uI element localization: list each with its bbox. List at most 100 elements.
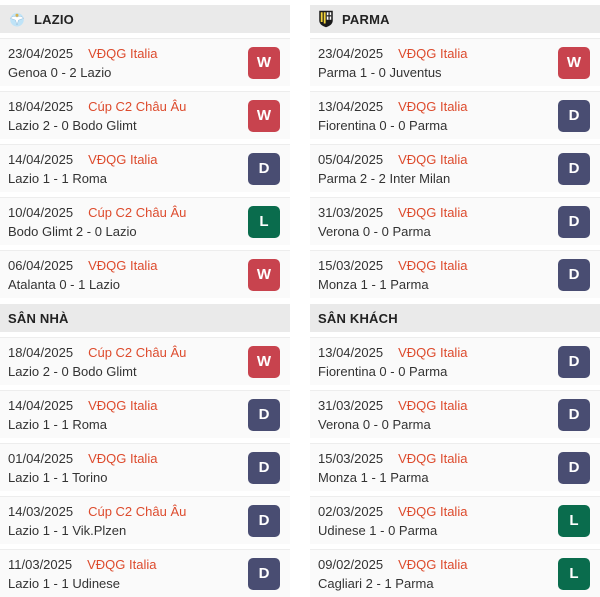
match-row[interactable]: 14/04/2025 VĐQG Italia Lazio 1 - 1 Roma … bbox=[0, 390, 290, 438]
match-score: Lazio 1 - 1 Roma bbox=[8, 170, 107, 186]
lazio-crest-icon bbox=[8, 10, 26, 28]
league-link[interactable]: VĐQG Italia bbox=[398, 45, 468, 61]
result-badge: D bbox=[558, 205, 590, 238]
match-date: 15/03/2025 bbox=[318, 450, 384, 466]
match-row[interactable]: 01/04/2025 VĐQG Italia Lazio 1 - 1 Torin… bbox=[0, 443, 290, 491]
result-badge: L bbox=[558, 504, 590, 537]
match-info: 09/02/2025 VĐQG Italia Cagliari 2 - 1 Pa… bbox=[318, 557, 467, 591]
match-row[interactable]: 23/04/2025 VĐQG Italia Genoa 0 - 2 Lazio… bbox=[0, 38, 290, 86]
match-score: Fiorentina 0 - 0 Parma bbox=[318, 117, 448, 133]
match-date: 13/04/2025 bbox=[318, 344, 384, 360]
match-score: Lazio 1 - 1 Vik.Plzen bbox=[8, 522, 127, 538]
match-date: 02/03/2025 bbox=[318, 503, 384, 519]
league-link[interactable]: Cúp C2 Châu Âu bbox=[88, 204, 187, 220]
match-score: Genoa 0 - 2 Lazio bbox=[8, 64, 112, 80]
match-info: 11/03/2025 VĐQG Italia Lazio 1 - 1 Udine… bbox=[8, 557, 156, 591]
league-link[interactable]: VĐQG Italia bbox=[398, 151, 468, 167]
match-row[interactable]: 31/03/2025 VĐQG Italia Verona 0 - 0 Parm… bbox=[310, 197, 600, 245]
match-score: Lazio 2 - 0 Bodo Glimt bbox=[8, 363, 137, 379]
match-date: 18/04/2025 bbox=[8, 344, 74, 360]
league-link[interactable]: VĐQG Italia bbox=[87, 556, 157, 572]
result-badge: W bbox=[248, 46, 280, 79]
league-link[interactable]: Cúp C2 Châu Âu bbox=[88, 98, 187, 114]
match-row[interactable]: 14/03/2025 Cúp C2 Châu Âu Lazio 1 - 1 Vi… bbox=[0, 496, 290, 544]
match-date: 10/04/2025 bbox=[8, 204, 74, 220]
league-link[interactable]: VĐQG Italia bbox=[398, 450, 468, 466]
match-score: Lazio 1 - 1 Udinese bbox=[8, 575, 121, 591]
result-badge: L bbox=[248, 205, 280, 238]
match-date: 11/03/2025 bbox=[8, 556, 73, 572]
match-row[interactable]: 02/03/2025 VĐQG Italia Udinese 1 - 0 Par… bbox=[310, 496, 600, 544]
league-link[interactable]: VĐQG Italia bbox=[398, 257, 468, 273]
match-date: 31/03/2025 bbox=[318, 397, 384, 413]
away-section-header: SÂN KHÁCH bbox=[310, 304, 600, 332]
league-link[interactable]: Cúp C2 Châu Âu bbox=[88, 344, 187, 360]
result-badge: D bbox=[558, 398, 590, 431]
result-badge: D bbox=[248, 152, 280, 185]
match-date: 15/03/2025 bbox=[318, 257, 384, 273]
match-score: Lazio 1 - 1 Roma bbox=[8, 416, 107, 432]
lazio-team-header: LAZIO bbox=[0, 5, 290, 33]
match-row[interactable]: 18/04/2025 Cúp C2 Châu Âu Lazio 2 - 0 Bo… bbox=[0, 337, 290, 385]
match-date: 18/04/2025 bbox=[8, 98, 74, 114]
match-row[interactable]: 09/02/2025 VĐQG Italia Cagliari 2 - 1 Pa… bbox=[310, 549, 600, 597]
league-link[interactable]: VĐQG Italia bbox=[398, 397, 468, 413]
match-row[interactable]: 13/04/2025 VĐQG Italia Fiorentina 0 - 0 … bbox=[310, 337, 600, 385]
match-date: 13/04/2025 bbox=[318, 98, 384, 114]
match-row[interactable]: 05/04/2025 VĐQG Italia Parma 2 - 2 Inter… bbox=[310, 144, 600, 192]
match-row[interactable]: 15/03/2025 VĐQG Italia Monza 1 - 1 Parma… bbox=[310, 250, 600, 298]
league-link[interactable]: VĐQG Italia bbox=[398, 98, 468, 114]
league-link[interactable]: VĐQG Italia bbox=[88, 257, 158, 273]
match-info: 23/04/2025 VĐQG Italia Parma 1 - 0 Juven… bbox=[318, 46, 467, 80]
match-date: 05/04/2025 bbox=[318, 151, 384, 167]
league-link[interactable]: VĐQG Italia bbox=[398, 204, 468, 220]
parma-team-header: PARMA bbox=[310, 5, 600, 33]
match-row[interactable]: 06/04/2025 VĐQG Italia Atalanta 0 - 1 La… bbox=[0, 250, 290, 298]
match-date: 06/04/2025 bbox=[8, 257, 74, 273]
match-score: Parma 1 - 0 Juventus bbox=[318, 64, 442, 80]
result-badge: D bbox=[248, 451, 280, 484]
result-badge: D bbox=[558, 258, 590, 291]
league-link[interactable]: VĐQG Italia bbox=[398, 556, 468, 572]
match-score: Fiorentina 0 - 0 Parma bbox=[318, 363, 448, 379]
league-link[interactable]: VĐQG Italia bbox=[88, 151, 158, 167]
match-score: Monza 1 - 1 Parma bbox=[318, 469, 429, 485]
match-row[interactable]: 18/04/2025 Cúp C2 Châu Âu Lazio 2 - 0 Bo… bbox=[0, 91, 290, 139]
match-row[interactable]: 10/04/2025 Cúp C2 Châu Âu Bodo Glimt 2 -… bbox=[0, 197, 290, 245]
match-row[interactable]: 14/04/2025 VĐQG Italia Lazio 1 - 1 Roma … bbox=[0, 144, 290, 192]
result-badge: W bbox=[248, 258, 280, 291]
league-link[interactable]: VĐQG Italia bbox=[398, 344, 468, 360]
match-score: Verona 0 - 0 Parma bbox=[318, 223, 431, 239]
match-row[interactable]: 15/03/2025 VĐQG Italia Monza 1 - 1 Parma… bbox=[310, 443, 600, 491]
match-score: Cagliari 2 - 1 Parma bbox=[318, 575, 434, 591]
league-link[interactable]: VĐQG Italia bbox=[88, 45, 158, 61]
match-row[interactable]: 11/03/2025 VĐQG Italia Lazio 1 - 1 Udine… bbox=[0, 549, 290, 597]
result-badge: D bbox=[248, 398, 280, 431]
league-link[interactable]: VĐQG Italia bbox=[88, 397, 158, 413]
team-name: PARMA bbox=[342, 11, 390, 27]
league-link[interactable]: Cúp C2 Châu Âu bbox=[88, 503, 187, 519]
match-score: Bodo Glimt 2 - 0 Lazio bbox=[8, 223, 137, 239]
match-date: 01/04/2025 bbox=[8, 450, 74, 466]
match-row[interactable]: 13/04/2025 VĐQG Italia Fiorentina 0 - 0 … bbox=[310, 91, 600, 139]
match-info: 06/04/2025 VĐQG Italia Atalanta 0 - 1 La… bbox=[8, 258, 157, 292]
league-link[interactable]: VĐQG Italia bbox=[398, 503, 468, 519]
match-row[interactable]: 31/03/2025 VĐQG Italia Verona 0 - 0 Parm… bbox=[310, 390, 600, 438]
match-date: 23/04/2025 bbox=[318, 45, 384, 61]
match-date: 09/02/2025 bbox=[318, 556, 384, 572]
match-score: Atalanta 0 - 1 Lazio bbox=[8, 276, 121, 292]
match-date: 14/04/2025 bbox=[8, 397, 74, 413]
result-badge: D bbox=[558, 99, 590, 132]
match-score: Parma 2 - 2 Inter Milan bbox=[318, 170, 451, 186]
match-row[interactable]: 23/04/2025 VĐQG Italia Parma 1 - 0 Juven… bbox=[310, 38, 600, 86]
match-score: Lazio 2 - 0 Bodo Glimt bbox=[8, 117, 137, 133]
match-info: 18/04/2025 Cúp C2 Châu Âu Lazio 2 - 0 Bo… bbox=[8, 99, 186, 133]
match-score: Verona 0 - 0 Parma bbox=[318, 416, 431, 432]
match-info: 31/03/2025 VĐQG Italia Verona 0 - 0 Parm… bbox=[318, 398, 467, 432]
result-badge: D bbox=[558, 152, 590, 185]
match-info: 14/03/2025 Cúp C2 Châu Âu Lazio 1 - 1 Vi… bbox=[8, 504, 186, 538]
match-info: 13/04/2025 VĐQG Italia Fiorentina 0 - 0 … bbox=[318, 99, 467, 133]
parma-crest-icon bbox=[318, 10, 334, 28]
match-date: 23/04/2025 bbox=[8, 45, 74, 61]
league-link[interactable]: VĐQG Italia bbox=[88, 450, 158, 466]
